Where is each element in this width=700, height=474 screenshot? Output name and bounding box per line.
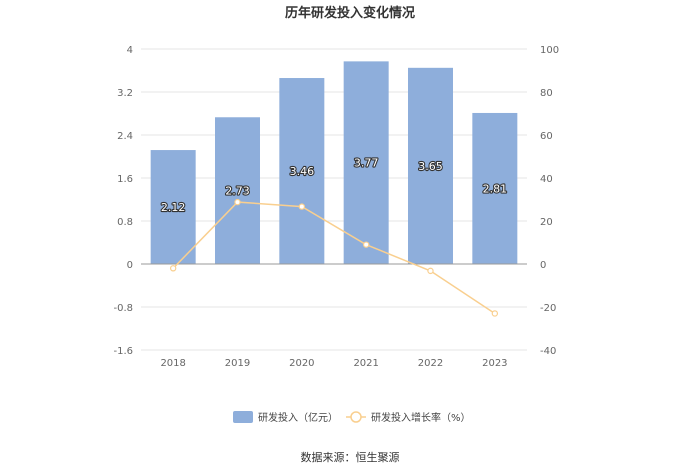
right-y-tick-label: -40: [540, 346, 556, 357]
left-y-tick-label: 2.4: [117, 131, 133, 142]
left-y-tick-label: 0: [127, 260, 133, 271]
legend: 研发投入（亿元） 研发投入增长率（%）: [233, 411, 471, 424]
bar: [279, 78, 325, 265]
bar: [408, 67, 453, 264]
line-point: [362, 241, 370, 248]
left-y-tick-label: 3.2: [117, 88, 133, 99]
legend-line-label: 研发投入增长率（%）: [371, 411, 471, 424]
legend-bar-label: 研发投入（亿元）: [258, 411, 338, 424]
bar-data-label: 2.81: [483, 182, 508, 195]
line-point: [169, 265, 177, 272]
right-y-tick-label: 100: [540, 45, 559, 56]
bar: [343, 61, 389, 264]
data-source-text: 数据来源：恒生聚源: [301, 450, 400, 464]
left-y-tick-label: 1.6: [117, 174, 133, 185]
left-y-tick-label: -0.8: [113, 303, 133, 314]
x-tick-label: 2023: [482, 358, 507, 369]
right-y-tick-label: 80: [540, 88, 553, 99]
x-tick-label: 2018: [160, 358, 185, 369]
bar: [472, 112, 518, 265]
line-point: [427, 267, 434, 275]
legend-line-marker: [350, 411, 362, 423]
chart-title: 历年研发投入变化情况: [285, 5, 415, 21]
right-y-tick-label: 40: [540, 174, 553, 185]
bar-series: [150, 61, 518, 265]
growth-rate-line: [172, 201, 496, 315]
x-tick-label: 2022: [418, 358, 443, 369]
right-y-tick-label: 20: [540, 217, 553, 228]
right-y-tick-label: 0: [540, 260, 546, 271]
legend-item-bar[interactable]: 研发投入（亿元）: [233, 411, 338, 424]
bar: [150, 150, 196, 264]
x-tick-label: 2020: [289, 358, 314, 369]
right-y-axis: 100 80 60 40 20 0 -20 -40: [540, 45, 559, 357]
x-axis: 2018 2019 2020 2021 2022 2023: [141, 263, 527, 369]
left-y-tick-label: 0.8: [117, 217, 133, 228]
bar-data-label: 3.46: [290, 165, 315, 178]
grid-lines: [141, 48, 527, 351]
right-y-tick-label: -20: [540, 303, 556, 314]
left-y-tick-label: -1.6: [113, 346, 133, 357]
bar-data-label: 2.12: [161, 201, 186, 214]
legend-bar-swatch: [233, 411, 253, 423]
bar-data-label: 3.65: [418, 160, 443, 173]
line-point: [234, 198, 241, 206]
right-y-tick-label: 60: [540, 131, 553, 142]
left-y-axis: 4 3.2 2.4 1.6 0.8 0 -0.8 -1.6: [113, 45, 133, 357]
bar-data-label: 3.77: [354, 157, 379, 170]
x-tick-label: 2021: [353, 358, 378, 369]
line-point: [491, 310, 499, 317]
bar-labels: 2.12 2.73 3.46 3.77 3.65 2.81: [160, 156, 508, 216]
legend-item-line[interactable]: 研发投入增长率（%）: [346, 411, 471, 424]
left-y-tick-label: 4: [127, 45, 133, 56]
bar: [215, 117, 260, 264]
line-series: [169, 198, 499, 317]
line-point: [298, 203, 306, 210]
x-tick-label: 2019: [225, 358, 250, 369]
bar-data-label: 2.73: [225, 185, 250, 198]
